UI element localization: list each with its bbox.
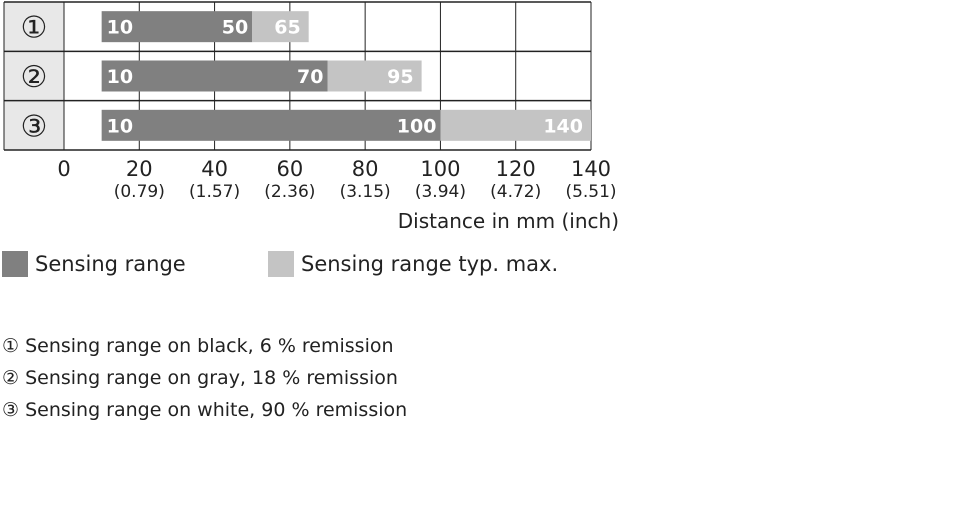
- bar-label-start: 10: [107, 66, 133, 88]
- x-tick-sublabel: (1.57): [189, 182, 240, 202]
- bar-sensing-range: [101, 11, 253, 43]
- x-tick-label: 80: [352, 157, 379, 181]
- x-tick-sublabel: (0.79): [114, 182, 165, 202]
- distance-chart: ① ② ③ 10 50 65 10 70 95 10 100 140 0 20(0.79) 40(1.57)…: [3, 1, 619, 233]
- x-tick-sublabel: (5.51): [565, 182, 616, 202]
- bar-sensing-range-max: [440, 109, 591, 141]
- x-tick-sublabel: (4.72): [490, 182, 541, 202]
- bar-label-max-end: 95: [387, 66, 413, 88]
- x-tick-label: 140: [571, 157, 611, 181]
- category-label: ③: [21, 109, 48, 144]
- x-tick-label: 40: [201, 157, 228, 181]
- bar-label-start: 10: [107, 115, 133, 137]
- x-tick-label: 120: [496, 157, 536, 181]
- bar-sensing-range-max: [252, 11, 309, 43]
- bar-label-start: 10: [107, 17, 133, 39]
- bar-label-max-end: 140: [543, 115, 583, 137]
- bar-sensing-range: [101, 60, 328, 92]
- legend-label-sensing-range-max: Sensing range typ. max.: [301, 252, 559, 276]
- bar-sensing-range: [101, 109, 441, 141]
- category-label: ②: [21, 60, 48, 95]
- bar-label-range-end: 50: [222, 17, 248, 39]
- bar-label-range-end: 70: [297, 66, 323, 88]
- x-tick-sublabel: (2.36): [264, 182, 315, 202]
- x-tick-sublabel: (3.94): [415, 182, 466, 202]
- footnote-gray: ② Sensing range on gray, 18 % remission: [2, 367, 398, 389]
- footnote-black: ① Sensing range on black, 6 % remission: [2, 335, 394, 357]
- x-tick-sublabel: (3.15): [340, 182, 391, 202]
- x-tick-label: 0: [57, 157, 70, 181]
- footnote-white: ③ Sensing range on white, 90 % remission: [2, 399, 408, 421]
- x-tick-label: 100: [420, 157, 460, 181]
- bar-sensing-range-max: [327, 60, 422, 92]
- x-tick-label: 20: [126, 157, 153, 181]
- legend-swatch-sensing-range: [2, 251, 28, 277]
- category-cell: [4, 51, 64, 101]
- category-label: ①: [21, 11, 48, 46]
- category-cell: [4, 2, 64, 52]
- legend-item-sensing-range: Sensing range: [2, 251, 186, 277]
- footnotes: ① Sensing range on black, 6 % remission …: [2, 330, 407, 426]
- legend-swatch-sensing-range-max: [268, 251, 294, 277]
- bar-label-range-end: 100: [397, 115, 437, 137]
- legend-label-sensing-range: Sensing range: [35, 252, 186, 276]
- category-cell: [4, 100, 64, 150]
- bar-label-max-end: 65: [274, 17, 300, 39]
- legend-item-sensing-range-max: Sensing range typ. max.: [268, 251, 558, 277]
- x-tick-label: 60: [276, 157, 303, 181]
- x-axis-label: Distance in mm (inch): [398, 209, 619, 233]
